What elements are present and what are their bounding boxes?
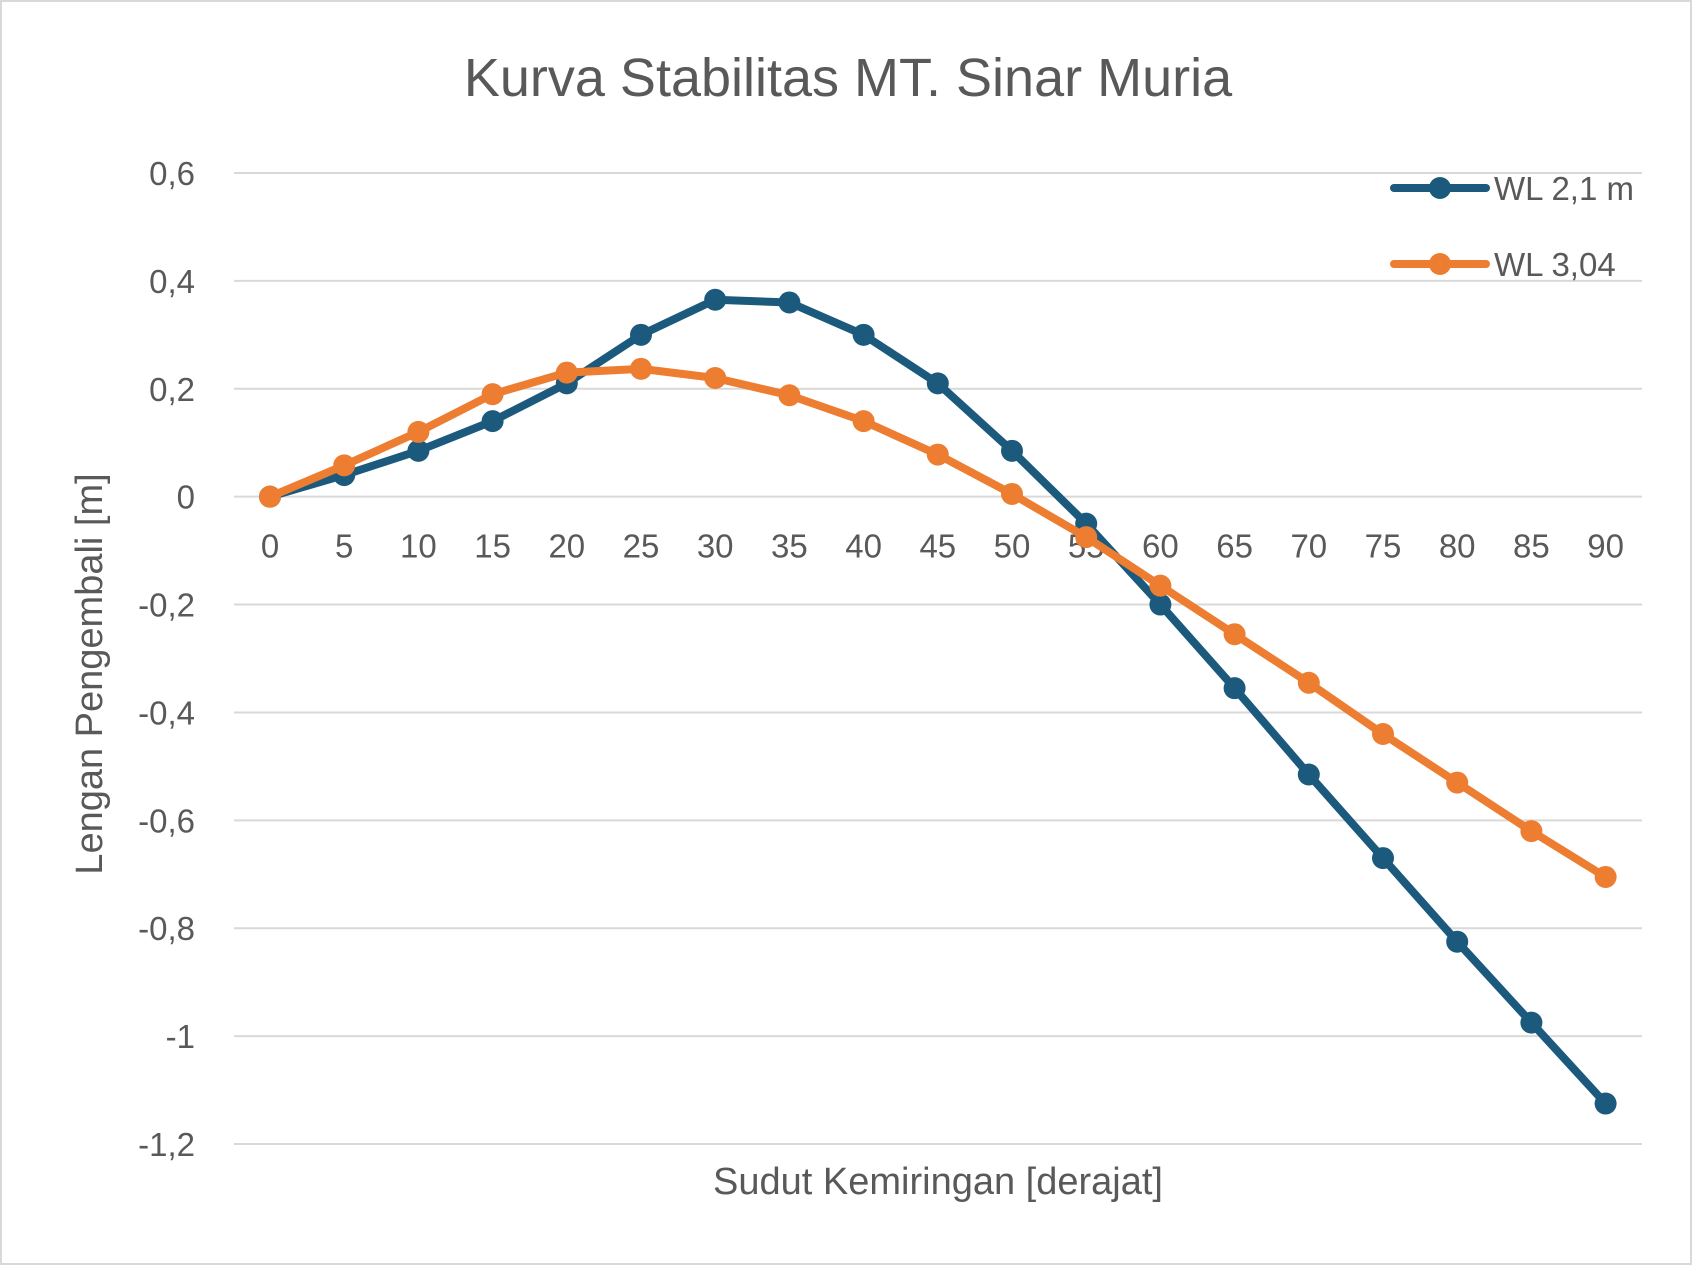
x-tick-label: 50 [994, 528, 1031, 565]
x-tick-label: 25 [623, 528, 660, 565]
x-tick-label: 90 [1587, 528, 1624, 565]
data-point [926, 443, 949, 466]
data-point [778, 291, 801, 314]
data-point [1520, 1011, 1543, 1034]
x-tick-label: 20 [548, 528, 585, 565]
data-point [1372, 723, 1394, 746]
y-tick-label: 0,4 [149, 263, 195, 300]
x-tick-label: 80 [1439, 528, 1476, 565]
data-point [1446, 930, 1469, 953]
x-tick-label: 40 [845, 528, 882, 565]
data-point [1075, 526, 1098, 549]
legend: WL 2,1 m WL 3,04 [1390, 170, 1634, 283]
data-point [1446, 771, 1469, 794]
data-point [407, 439, 430, 462]
x-tick-label: 70 [1290, 528, 1327, 565]
series-1 [259, 288, 1617, 1115]
series-lines [259, 288, 1617, 1115]
data-point [630, 323, 652, 346]
x-tick-label: 5 [335, 528, 353, 565]
data-point [1001, 439, 1023, 462]
series-2 [259, 357, 1617, 888]
data-point [555, 361, 578, 384]
x-tick-label: 0 [261, 528, 279, 565]
y-tick-label: -0,2 [138, 587, 195, 624]
y-tick-label: -1,2 [138, 1126, 195, 1163]
data-point [1297, 671, 1320, 694]
data-point [1149, 593, 1172, 616]
x-tick-label: 10 [400, 528, 437, 565]
data-point [778, 384, 801, 407]
x-axis-label: Sudut Kemiringan [derajat] [713, 1161, 1163, 1203]
y-tick-label: -0,6 [138, 802, 195, 839]
legend-swatch-marker [1429, 177, 1451, 199]
x-tick-label: 75 [1365, 528, 1402, 565]
x-tick-label: 45 [919, 528, 956, 565]
chart-title: Kurva Stabilitas MT. Sinar Muria [464, 48, 1233, 108]
legend-label: WL 3,04 [1494, 246, 1616, 283]
y-tick-label: -1 [166, 1018, 195, 1055]
data-point [1149, 574, 1172, 597]
y-tick-label: 0,6 [149, 155, 195, 192]
data-point [1372, 847, 1394, 870]
data-point [1001, 482, 1023, 505]
data-point [704, 366, 727, 389]
y-tick-label: -0,8 [138, 910, 195, 947]
data-point [704, 288, 727, 311]
x-tick-label: 65 [1216, 528, 1253, 565]
data-point [333, 454, 356, 477]
y-tick-label: 0 [177, 479, 195, 516]
data-point [407, 420, 430, 443]
y-axis-label: Lengan Pengembali [m] [69, 473, 111, 874]
data-point [1594, 865, 1617, 888]
x-tick-label: 85 [1513, 528, 1550, 565]
data-point [852, 323, 875, 346]
series-line [266, 295, 1610, 1108]
x-tick-label: 30 [697, 528, 734, 565]
legend-item: WL 2,1 m [1390, 170, 1634, 207]
y-tick-label: 0,2 [149, 371, 195, 408]
x-tick-label: 15 [474, 528, 511, 565]
data-point [259, 485, 281, 508]
data-point [1297, 763, 1320, 786]
legend-swatch-marker [1429, 253, 1451, 275]
legend-item: WL 3,04 [1390, 246, 1616, 283]
legend-label: WL 2,1 m [1494, 170, 1634, 207]
x-axis-tick-labels: 051015202530354045505560657075808590 [261, 528, 1624, 565]
x-tick-label: 60 [1142, 528, 1179, 565]
x-tick-label: 35 [771, 528, 808, 565]
data-point [1594, 1092, 1617, 1115]
y-axis-tick-labels: 0,6 0,4 0,2 0 -0,2 -0,4 -0,6 -0,8 -1 -1,2 [138, 155, 195, 1163]
data-point [481, 410, 504, 433]
data-point [1223, 623, 1246, 646]
data-point [481, 383, 504, 406]
data-point [926, 372, 949, 395]
y-tick-label: -0,4 [138, 694, 195, 731]
gridlines [234, 172, 1642, 1145]
data-point [630, 357, 652, 380]
data-point [852, 410, 875, 433]
data-point [1520, 820, 1543, 843]
data-point [1223, 677, 1246, 700]
